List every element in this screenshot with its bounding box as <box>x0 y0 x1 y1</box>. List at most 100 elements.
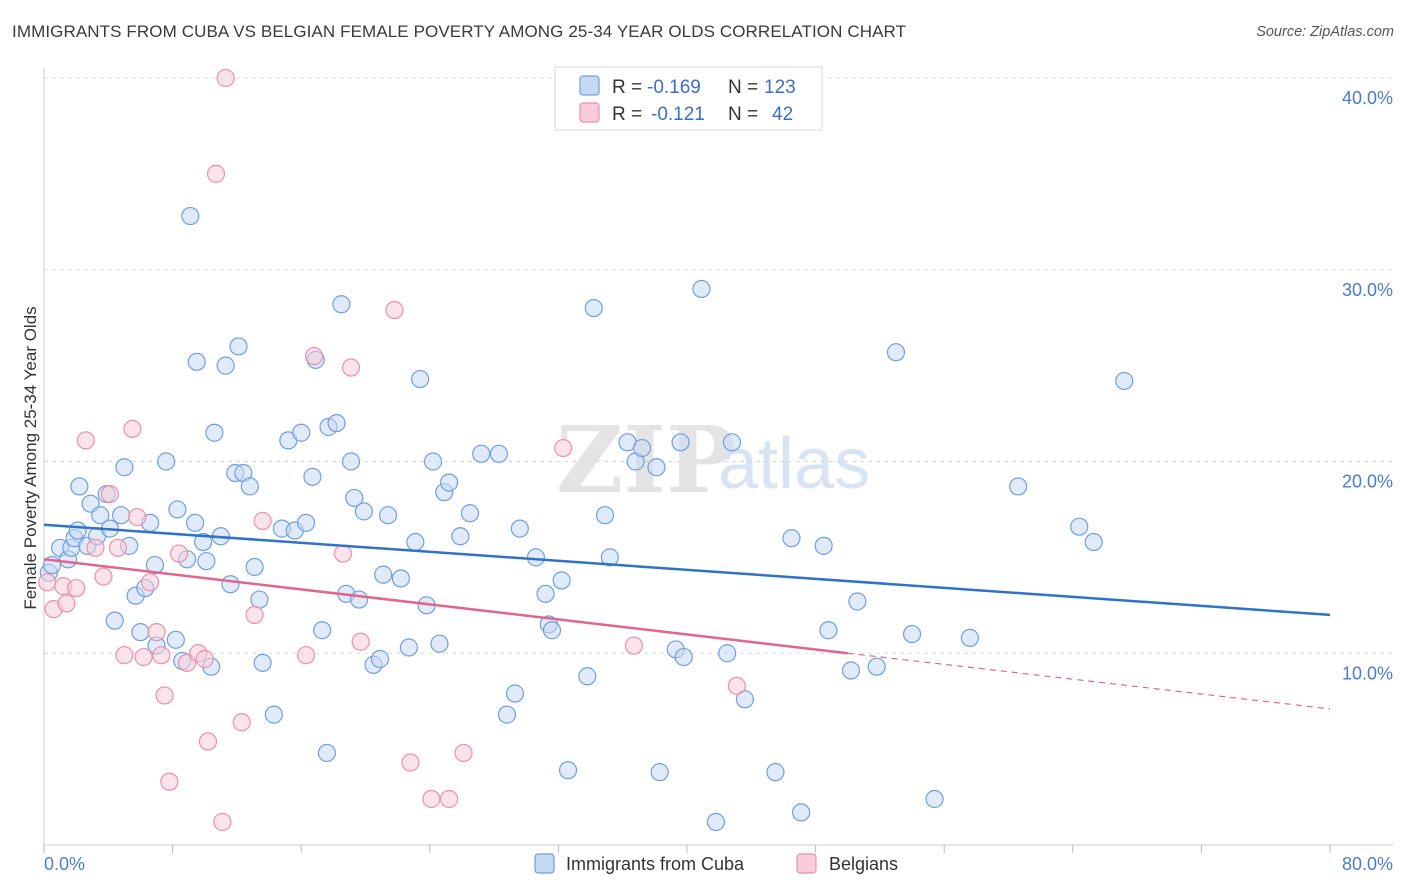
cuba-point-46 <box>264 705 283 724</box>
x-tick-labels: 0.0% 80.0% <box>44 854 1393 874</box>
belgians-point-8 <box>100 484 120 504</box>
belgians-point-7 <box>94 567 113 586</box>
belgians-point-11 <box>123 419 142 439</box>
belgians-point-28 <box>245 605 264 625</box>
belgians-point-6 <box>86 538 105 557</box>
legend-r-label-cuba: R = <box>612 77 642 98</box>
belgians-point-24 <box>216 68 235 88</box>
legend-n-value-cuba: 123 <box>764 77 796 98</box>
cuba-point-54 <box>312 621 332 640</box>
cuba-point-76 <box>439 473 459 492</box>
cuba-point-44 <box>250 590 269 609</box>
cuba-point-24 <box>157 452 176 471</box>
cuba-point-56 <box>317 743 337 763</box>
cuba-point-43 <box>245 557 264 577</box>
cuba-point-66 <box>374 565 393 584</box>
cuba-point-84 <box>526 548 545 567</box>
cuba-point-63 <box>354 502 373 521</box>
cuba-point-73 <box>423 452 443 471</box>
cuba-point-74 <box>430 634 449 653</box>
cuba-point-85 <box>536 584 555 603</box>
belgians-point-38 <box>439 789 459 809</box>
cuba-point-38 <box>221 575 240 594</box>
belgians-point-29 <box>253 511 272 531</box>
belgians-point-35 <box>385 300 404 320</box>
cuba-point-14 <box>105 611 124 630</box>
y-tick-labels: 10.0% 20.0% 30.0% 40.0% <box>1342 88 1393 683</box>
y-tick-label-3: 40.0% <box>1342 88 1393 108</box>
cuba-point-52 <box>303 467 322 486</box>
belgians-point-0 <box>38 573 57 592</box>
cuba-point-11 <box>91 506 110 525</box>
cuba-point-19 <box>131 623 150 642</box>
bottom-legend-label-belgians: Belgians <box>829 854 898 874</box>
cuba-point-118 <box>960 628 980 648</box>
legend-r-value-belgians: -0.121 <box>651 104 705 125</box>
cuba-point-16 <box>115 458 134 477</box>
y-tick-label-1: 20.0% <box>1342 472 1393 492</box>
legend-n-value-belgians: 42 <box>772 104 793 125</box>
cuba-point-93 <box>600 548 619 567</box>
cuba-point-107 <box>766 763 785 782</box>
cuba-point-98 <box>650 763 669 782</box>
belgians-point-15 <box>147 623 166 642</box>
legend-swatch-belgians <box>579 102 600 123</box>
belgians-point-40 <box>554 438 573 458</box>
cuba-point-122 <box>1115 371 1134 391</box>
belgians-point-16 <box>152 646 171 665</box>
belgians-trend-line <box>43 558 848 655</box>
cuba-point-112 <box>841 661 861 680</box>
belgians-point-10 <box>115 646 134 665</box>
cuba-point-61 <box>345 488 364 508</box>
belgians-point-5 <box>76 431 95 450</box>
cuba-point-80 <box>489 444 509 463</box>
belgians-point-39 <box>454 743 473 763</box>
legend-r-value-cuba: -0.169 <box>647 77 701 98</box>
stats-legend: R = -0.169 N = 123 R = -0.121 N = 42 <box>554 66 823 131</box>
cuba-point-62 <box>349 590 369 609</box>
belgians-point-41 <box>624 636 644 655</box>
cuba-point-89 <box>558 761 578 780</box>
cuba-point-113 <box>848 592 867 611</box>
bottom-legend: Immigrants from Cuba Belgians <box>534 853 898 874</box>
cuba-point-106 <box>735 690 754 709</box>
cuba-point-79 <box>472 444 491 463</box>
x-tick-label-min: 0.0% <box>44 854 85 874</box>
cuba-point-78 <box>460 504 480 523</box>
belgians-point-36 <box>401 753 420 772</box>
cuba-point-25 <box>166 630 185 649</box>
cuba-point-33 <box>197 552 216 571</box>
cuba-point-121 <box>1084 532 1103 552</box>
belgians-point-4 <box>67 578 86 598</box>
cuba-point-29 <box>181 206 200 226</box>
bottom-legend-swatch-cuba <box>534 853 555 874</box>
cuba-point-83 <box>510 519 529 538</box>
legend-r-label-belgians: R = <box>612 104 642 125</box>
y-axis-label: Female Poverty Among 25-34 Year Olds <box>21 306 40 609</box>
legend-n-label-belgians: N = <box>728 104 758 125</box>
y-tick-label-2: 30.0% <box>1342 280 1393 300</box>
cuba-point-77 <box>451 527 470 546</box>
cuba-point-58 <box>332 295 351 314</box>
cuba-point-67 <box>378 506 398 525</box>
cuba-point-31 <box>187 352 206 371</box>
series-belgians-points <box>38 68 746 832</box>
cuba-point-65 <box>370 649 390 669</box>
cuba-point-105 <box>722 433 742 452</box>
belgians-point-14 <box>140 573 160 592</box>
cuba-point-117 <box>925 789 944 809</box>
cuba-point-26 <box>168 500 187 519</box>
cuba-point-92 <box>595 506 615 525</box>
cuba-point-37 <box>216 356 235 375</box>
source-label: Source: ZipAtlas.com <box>1256 24 1394 40</box>
belgians-point-9 <box>108 538 128 557</box>
belgians-point-33 <box>341 358 361 377</box>
belgians-point-22 <box>195 649 214 669</box>
legend-n-label-cuba: N = <box>728 77 758 98</box>
cuba-point-6 <box>68 521 87 540</box>
cuba-point-115 <box>886 343 906 362</box>
cuba-point-81 <box>497 705 517 724</box>
belgians-point-30 <box>296 646 316 665</box>
cuba-point-70 <box>406 532 425 552</box>
belgians-point-23 <box>198 732 218 751</box>
